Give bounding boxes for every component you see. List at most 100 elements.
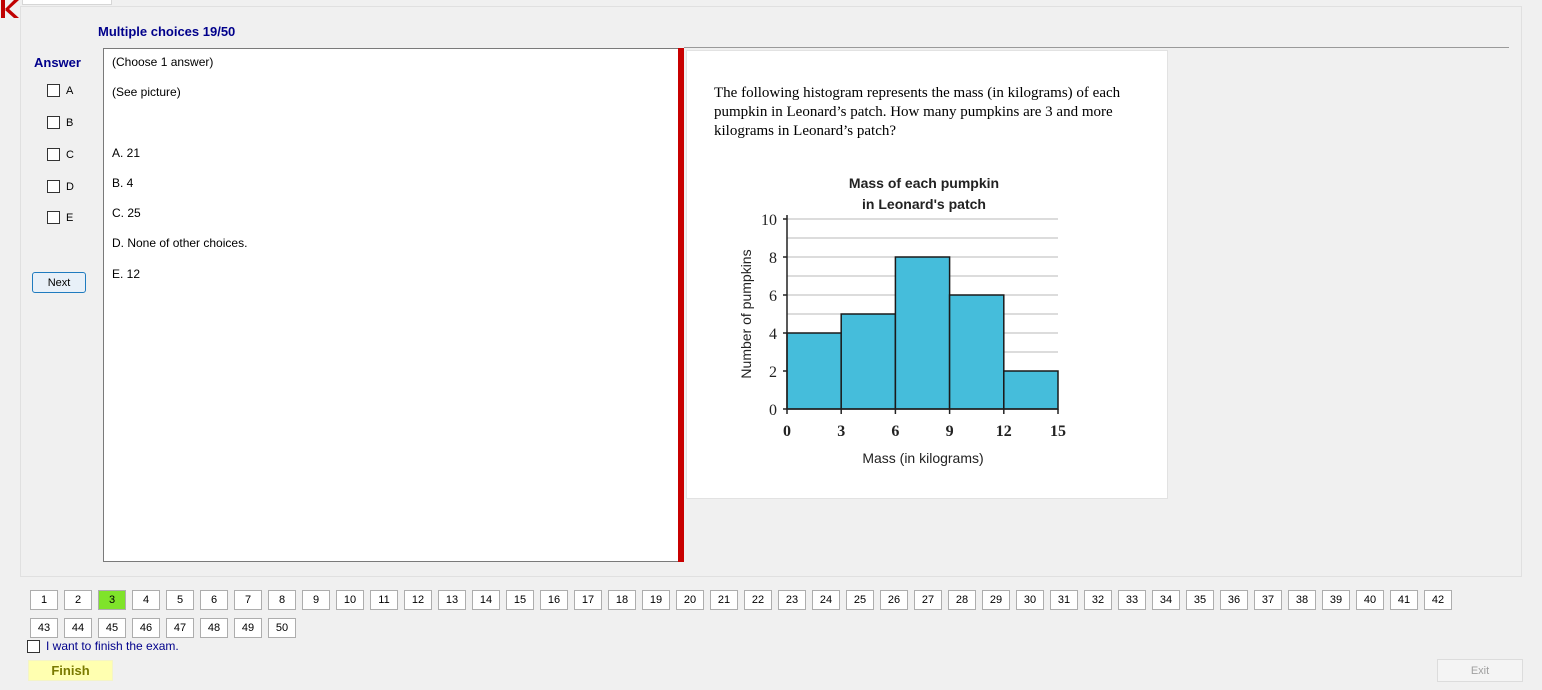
question-number-button[interactable]: 8 <box>268 590 296 610</box>
x-tick-label: 15 <box>1050 423 1066 440</box>
x-axis-label: Mass (in kilograms) <box>862 450 983 466</box>
histogram-chart: Mass of each pumpkin in Leonard's patch 0 2… <box>738 175 1066 466</box>
x-tick-label: 0 <box>783 423 791 440</box>
x-tick-label: 9 <box>946 423 954 440</box>
y-tick-label: 0 <box>769 402 777 419</box>
question-number-button[interactable]: 44 <box>64 618 92 638</box>
histogram-bar <box>786 332 842 410</box>
choice-a[interactable]: A <box>47 84 73 97</box>
question-number-button[interactable]: 2 <box>64 590 92 610</box>
question-number-button[interactable]: 16 <box>540 590 568 610</box>
question-number-button[interactable]: 48 <box>200 618 228 638</box>
question-number-button[interactable]: 21 <box>710 590 738 610</box>
panel-divider[interactable] <box>678 48 684 562</box>
question-number-button[interactable]: 24 <box>812 590 840 610</box>
y-tick-label: 6 <box>769 288 777 305</box>
finish-button[interactable]: Finish <box>28 660 113 681</box>
choice-d[interactable]: D <box>47 180 74 193</box>
question-number-button[interactable]: 23 <box>778 590 806 610</box>
checkbox-a[interactable] <box>47 84 60 97</box>
exit-button[interactable]: Exit <box>1437 659 1523 682</box>
question-number-button[interactable]: 47 <box>166 618 194 638</box>
choice-c-label: C <box>66 148 74 161</box>
question-number-button[interactable]: 43 <box>30 618 58 638</box>
choice-c[interactable]: C <box>47 148 74 161</box>
choice-b[interactable]: B <box>47 116 73 129</box>
question-number-button[interactable]: 9 <box>302 590 330 610</box>
question-number-button[interactable]: 37 <box>1254 590 1282 610</box>
histogram-bar <box>894 256 951 410</box>
question-number-button[interactable]: 31 <box>1050 590 1078 610</box>
chart-title: in Leonard's patch <box>862 196 986 212</box>
histogram-bar <box>840 313 897 410</box>
finish-confirm-checkbox[interactable]: I want to finish the exam. <box>27 639 179 653</box>
question-number-button[interactable]: 1 <box>30 590 58 610</box>
question-number-button[interactable]: 11 <box>370 590 398 610</box>
question-number-button[interactable]: 42 <box>1424 590 1452 610</box>
question-number-button[interactable]: 29 <box>982 590 1010 610</box>
checkbox-c[interactable] <box>47 148 60 161</box>
question-number-button[interactable]: 33 <box>1118 590 1146 610</box>
question-number-button[interactable]: 45 <box>98 618 126 638</box>
chart-title: Mass of each pumpkin <box>849 175 999 191</box>
question-number-button[interactable]: 46 <box>132 618 160 638</box>
question-number-button[interactable]: 12 <box>404 590 432 610</box>
question-number-button[interactable]: 7 <box>234 590 262 610</box>
question-number-button[interactable]: 4 <box>132 590 160 610</box>
checkbox-e[interactable] <box>47 211 60 224</box>
question-number-button[interactable]: 41 <box>1390 590 1418 610</box>
question-number-button[interactable]: 39 <box>1322 590 1350 610</box>
question-number-button[interactable]: 32 <box>1084 590 1112 610</box>
option-c-text: C. 25 <box>112 206 141 220</box>
question-number-button[interactable]: 14 <box>472 590 500 610</box>
app-logo <box>1 0 19 18</box>
question-number-button[interactable]: 6 <box>200 590 228 610</box>
option-a-text: A. 21 <box>112 146 141 160</box>
histogram-bar <box>1003 370 1059 410</box>
x-tick-label: 12 <box>996 423 1012 440</box>
question-number-button[interactable]: 10 <box>336 590 364 610</box>
question-number-button[interactable]: 3 <box>98 590 126 610</box>
y-tick-label: 2 <box>769 364 777 381</box>
finish-confirm-label: I want to finish the exam. <box>46 639 179 653</box>
question-number-button[interactable]: 35 <box>1186 590 1214 610</box>
instruction-text: (Choose 1 answer) <box>112 55 214 69</box>
question-number-button[interactable]: 25 <box>846 590 874 610</box>
checkbox-b[interactable] <box>47 116 60 129</box>
x-tick-label: 6 <box>891 423 899 440</box>
question-number-button[interactable]: 36 <box>1220 590 1248 610</box>
question-number-button[interactable]: 15 <box>506 590 534 610</box>
question-title: Multiple choices 19/50 <box>98 24 236 39</box>
question-number-button[interactable]: 22 <box>744 590 772 610</box>
option-e-text: E. 12 <box>112 267 141 281</box>
choice-d-label: D <box>66 180 74 193</box>
question-number-button[interactable]: 27 <box>914 590 942 610</box>
y-tick-label: 4 <box>769 326 777 343</box>
question-number-button[interactable]: 18 <box>608 590 636 610</box>
finish-confirm-box[interactable] <box>27 639 40 653</box>
option-d-text: D. None of other choices. <box>112 236 248 250</box>
question-number-button[interactable]: 34 <box>1152 590 1180 610</box>
question-number-button[interactable]: 38 <box>1288 590 1316 610</box>
choice-a-label: A <box>66 84 74 97</box>
question-number-button[interactable]: 20 <box>676 590 704 610</box>
question-number-button[interactable]: 30 <box>1016 590 1044 610</box>
question-number-button[interactable]: 28 <box>948 590 976 610</box>
question-number-button[interactable]: 40 <box>1356 590 1384 610</box>
y-axis-label: Number of pumpkins <box>738 249 754 378</box>
choice-b-label: B <box>66 116 74 129</box>
option-b-text: B. 4 <box>112 176 134 190</box>
question-number-button[interactable]: 49 <box>234 618 262 638</box>
next-button[interactable]: Next <box>32 272 86 293</box>
question-number-button[interactable]: 19 <box>642 590 670 610</box>
checkbox-d[interactable] <box>47 180 60 193</box>
question-number-button[interactable]: 13 <box>438 590 466 610</box>
question-number-button[interactable]: 5 <box>166 590 194 610</box>
top-tab[interactable] <box>22 0 112 5</box>
x-tick-label: 3 <box>837 423 845 440</box>
question-number-button[interactable]: 17 <box>574 590 602 610</box>
answer-label: Answer <box>34 55 81 70</box>
question-number-button[interactable]: 26 <box>880 590 908 610</box>
choice-e[interactable]: E <box>47 211 73 224</box>
question-number-button[interactable]: 50 <box>268 618 296 638</box>
